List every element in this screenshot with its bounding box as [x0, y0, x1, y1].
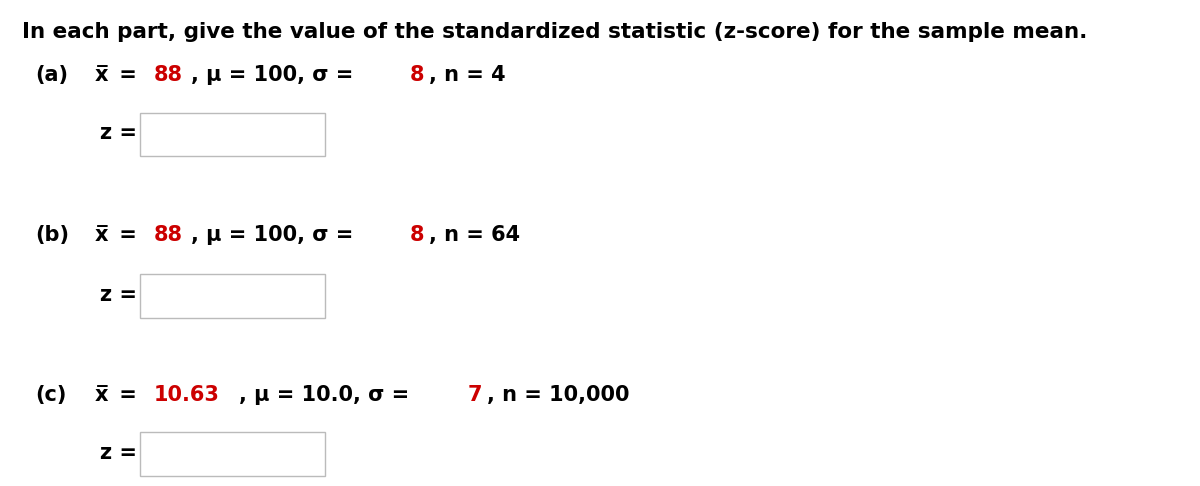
Text: , n = 4: , n = 4 [428, 65, 505, 85]
Text: =: = [113, 385, 144, 405]
Bar [140, 274, 325, 318]
Text: 88: 88 [154, 65, 182, 85]
Text: (c): (c) [35, 385, 66, 405]
Text: =: = [113, 225, 144, 245]
Text: x̅: x̅ [95, 385, 108, 405]
Text: x̅: x̅ [95, 225, 108, 245]
Text: 7: 7 [468, 385, 482, 405]
Text: 88: 88 [154, 225, 182, 245]
Text: 8: 8 [410, 225, 425, 245]
Text: , n = 10,000: , n = 10,000 [487, 385, 629, 405]
Text: =: = [113, 65, 144, 85]
Text: 10.63: 10.63 [154, 385, 220, 405]
Text: z =: z = [100, 443, 137, 463]
Text: (a): (a) [35, 65, 68, 85]
Text: , μ = 100, σ =: , μ = 100, σ = [191, 65, 361, 85]
Text: z =: z = [100, 285, 137, 305]
Text: , μ = 100, σ =: , μ = 100, σ = [191, 225, 361, 245]
Text: , n = 64: , n = 64 [428, 225, 520, 245]
Bar [140, 113, 325, 156]
Bar [140, 432, 325, 476]
Text: z =: z = [100, 123, 137, 143]
Text: , μ = 10.0, σ =: , μ = 10.0, σ = [239, 385, 416, 405]
Text: (b): (b) [35, 225, 70, 245]
Text: x̅: x̅ [95, 65, 108, 85]
Text: 8: 8 [410, 65, 425, 85]
Text: In each part, give the value of the standardized statistic (z-score) for the sam: In each part, give the value of the stan… [22, 22, 1087, 42]
